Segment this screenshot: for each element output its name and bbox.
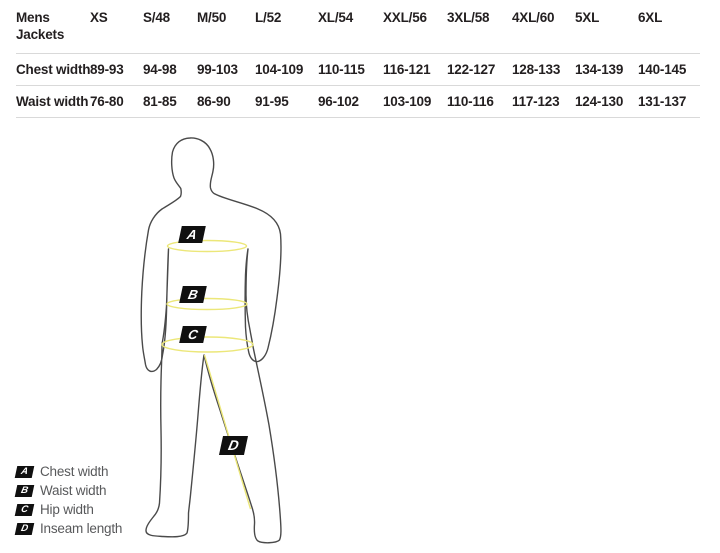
size-table-header-row: Mens Jackets XS S/48 M/50 L/52 XL/54 XXL…: [16, 0, 700, 54]
cell: 116-121: [383, 53, 447, 86]
cell: 128-133: [512, 53, 575, 86]
measurement-legend: A Chest width B Waist width C Hip width …: [14, 462, 123, 538]
table-row-waist-width: Waist width 76-80 81-85 86-90 91-95 96-1…: [16, 85, 700, 118]
size-col-m: M/50: [197, 0, 255, 54]
size-col-5xl: 5XL: [575, 0, 638, 54]
marker-a-letter: A: [185, 226, 199, 242]
size-col-6xl: 6XL: [638, 0, 700, 54]
legend-label-inseam: Inseam length: [40, 521, 123, 536]
size-col-s: S/48: [143, 0, 197, 54]
marker-c-badge: C: [179, 326, 207, 343]
table-title: Mens Jackets: [16, 0, 90, 54]
legend-badge-c: C: [14, 503, 35, 516]
size-col-4xl: 4XL/60: [512, 0, 575, 54]
legend-badge-a: A: [14, 465, 35, 478]
table-row-chest-width: Chest width 89-93 94-98 99-103 104-109 1…: [16, 53, 700, 86]
body-outline: [140, 137, 282, 544]
cell: 91-95: [255, 85, 318, 118]
size-table: Mens Jackets XS S/48 M/50 L/52 XL/54 XXL…: [16, 0, 700, 118]
hip-measure-ellipse: [161, 336, 254, 353]
cell: 117-123: [512, 85, 575, 118]
marker-b-badge: B: [179, 286, 207, 303]
size-col-l: L/52: [255, 0, 318, 54]
cell: 104-109: [255, 53, 318, 86]
legend-item-hip: C Hip width: [14, 500, 122, 519]
inseam-measure-line: [203, 354, 252, 510]
waist-measure-ellipse: [166, 297, 248, 311]
cell: 140-145: [638, 53, 700, 86]
cell: 99-103: [197, 53, 255, 86]
marker-c-letter: C: [186, 326, 200, 342]
legend-badge-d: D: [14, 522, 35, 535]
row-label: Chest width: [16, 53, 91, 86]
chest-measure-ellipse: [166, 239, 248, 253]
cell: 131-137: [638, 85, 700, 118]
size-col-3xl: 3XL/58: [447, 0, 512, 54]
legend-item-inseam: D Inseam length: [14, 519, 123, 538]
cell: 134-139: [575, 53, 638, 86]
cell: 94-98: [143, 53, 197, 86]
cell: 122-127: [447, 53, 512, 86]
size-col-xs: XS: [90, 0, 143, 54]
size-table-section: Mens Jackets XS S/48 M/50 L/52 XL/54 XXL…: [16, 0, 700, 118]
cell: 110-115: [318, 53, 383, 86]
cell: 89-93: [90, 53, 143, 86]
marker-a-badge: A: [178, 226, 206, 243]
legend-label-hip: Hip width: [40, 502, 94, 517]
cell: 96-102: [318, 85, 383, 118]
legend-item-chest: A Chest width: [14, 462, 122, 481]
cell: 86-90: [197, 85, 255, 118]
cell: 124-130: [575, 85, 638, 118]
legend-badge-b: B: [14, 484, 35, 497]
cell: 81-85: [143, 85, 197, 118]
marker-d-badge: D: [218, 436, 249, 455]
legend-item-waist: B Waist width: [14, 481, 122, 500]
legend-label-waist: Waist width: [40, 483, 107, 498]
cell: 110-116: [447, 85, 512, 118]
cell: 76-80: [90, 85, 143, 118]
cell: 103-109: [383, 85, 447, 118]
size-col-xxl: XXL/56: [383, 0, 447, 54]
marker-b-letter: B: [186, 286, 200, 302]
size-col-xl: XL/54: [318, 0, 383, 54]
legend-label-chest: Chest width: [40, 464, 109, 479]
marker-d-letter: D: [226, 437, 241, 453]
row-label: Waist width: [16, 85, 90, 118]
